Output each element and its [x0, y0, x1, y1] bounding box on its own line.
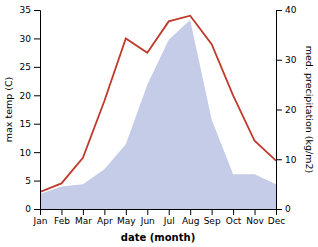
y-axis-title: max temp (C)	[3, 77, 14, 143]
tick-mark	[34, 67, 40, 68]
tick: 5	[25, 176, 40, 186]
tick: 15	[20, 119, 40, 129]
tick-mark	[34, 209, 40, 210]
tick-mark	[83, 209, 84, 215]
tick-label: 35	[20, 5, 31, 15]
tick-label: 20	[285, 105, 297, 115]
tick-mark	[169, 209, 170, 215]
tick: Oct	[226, 209, 242, 226]
tick-mark	[147, 209, 148, 215]
tick-label: 20	[20, 91, 32, 101]
line	[40, 16, 276, 192]
tick-label: 25	[20, 62, 31, 72]
axis-line	[277, 11, 283, 210]
x-axis: Jan Feb Mar Apr May Jun Jul Aug Sep Oct Nov Dec	[33, 209, 286, 226]
tick: Feb	[54, 209, 70, 226]
tick: 25	[20, 62, 40, 72]
y-axis: 0 5 10 15 20 25 30 35	[20, 5, 41, 214]
tick: 0	[25, 204, 40, 214]
tick-label: Nov	[246, 216, 264, 226]
tick-mark	[34, 38, 40, 39]
y2-axis: 0 10 20 30 40	[276, 5, 297, 214]
tick-mark	[34, 152, 40, 153]
tick: Jun	[140, 209, 155, 226]
tick: Jan	[33, 209, 48, 226]
x-axis-title: date (month)	[121, 232, 195, 243]
tick-label: 10	[285, 155, 297, 165]
tick: Dec	[268, 209, 285, 226]
tick-mark	[34, 10, 40, 11]
tick: Apr	[97, 209, 113, 226]
tick-label: Apr	[97, 216, 113, 226]
tick-label: 5	[25, 176, 31, 186]
tick-label: Oct	[226, 216, 242, 226]
tick-mark	[276, 60, 282, 61]
tick: 30	[20, 34, 40, 44]
tick-label: 30	[20, 34, 32, 44]
tick: 0	[276, 204, 291, 214]
tick-label: Jan	[33, 216, 48, 226]
tick-label: 10	[20, 148, 32, 158]
area	[40, 20, 276, 209]
tick: 40	[276, 5, 297, 15]
y2-axis-title: med. precipitation (kg/m2)	[304, 46, 315, 173]
tick-mark	[233, 209, 234, 215]
tick-label: Mar	[75, 216, 92, 226]
tick: 20	[20, 91, 40, 101]
tick-label: 40	[285, 5, 297, 15]
tick-label: Sep	[204, 216, 221, 226]
axis-line	[34, 11, 41, 210]
tick-label: 15	[20, 119, 31, 129]
tick-mark	[34, 124, 40, 125]
tick-mark	[34, 95, 40, 96]
tick-mark	[190, 209, 191, 215]
tick: 10	[276, 155, 297, 165]
tick-mark	[104, 209, 105, 215]
tick-label: Dec	[268, 216, 285, 226]
tick-mark	[276, 209, 282, 210]
tick-mark	[212, 209, 213, 215]
tick: 35	[20, 5, 40, 15]
plot-area: JanFebMarAprMayJunJulAugSepOctNovDec0510…	[3, 5, 315, 243]
tick-label: 30	[285, 55, 297, 65]
marks	[40, 16, 276, 209]
tick-label: Aug	[182, 216, 200, 226]
tick-mark	[255, 209, 256, 215]
tick-label: 0	[25, 204, 31, 214]
axis-line	[41, 210, 277, 216]
tick-mark	[34, 181, 40, 182]
tick-mark	[61, 209, 62, 215]
tick: 30	[276, 55, 297, 65]
tick: Nov	[246, 209, 264, 226]
tick: Jul	[163, 209, 175, 226]
tick-mark	[276, 159, 282, 160]
tick-label: May	[117, 216, 136, 226]
tick-mark	[126, 209, 127, 215]
chart: JanFebMarAprMayJunJulAugSepOctNovDec0510…	[0, 0, 318, 247]
tick: Aug	[182, 209, 200, 226]
tick-label: Jun	[140, 216, 155, 226]
tick: 10	[20, 148, 40, 158]
tick-label: Feb	[54, 216, 70, 226]
tick-mark	[276, 110, 282, 111]
tick-label: Jul	[163, 216, 175, 226]
tick: May	[117, 209, 136, 226]
tick: Mar	[75, 209, 92, 226]
tick-mark	[276, 10, 282, 11]
tick: 20	[276, 105, 297, 115]
tick-label: 0	[285, 204, 291, 214]
tick: Sep	[204, 209, 221, 226]
